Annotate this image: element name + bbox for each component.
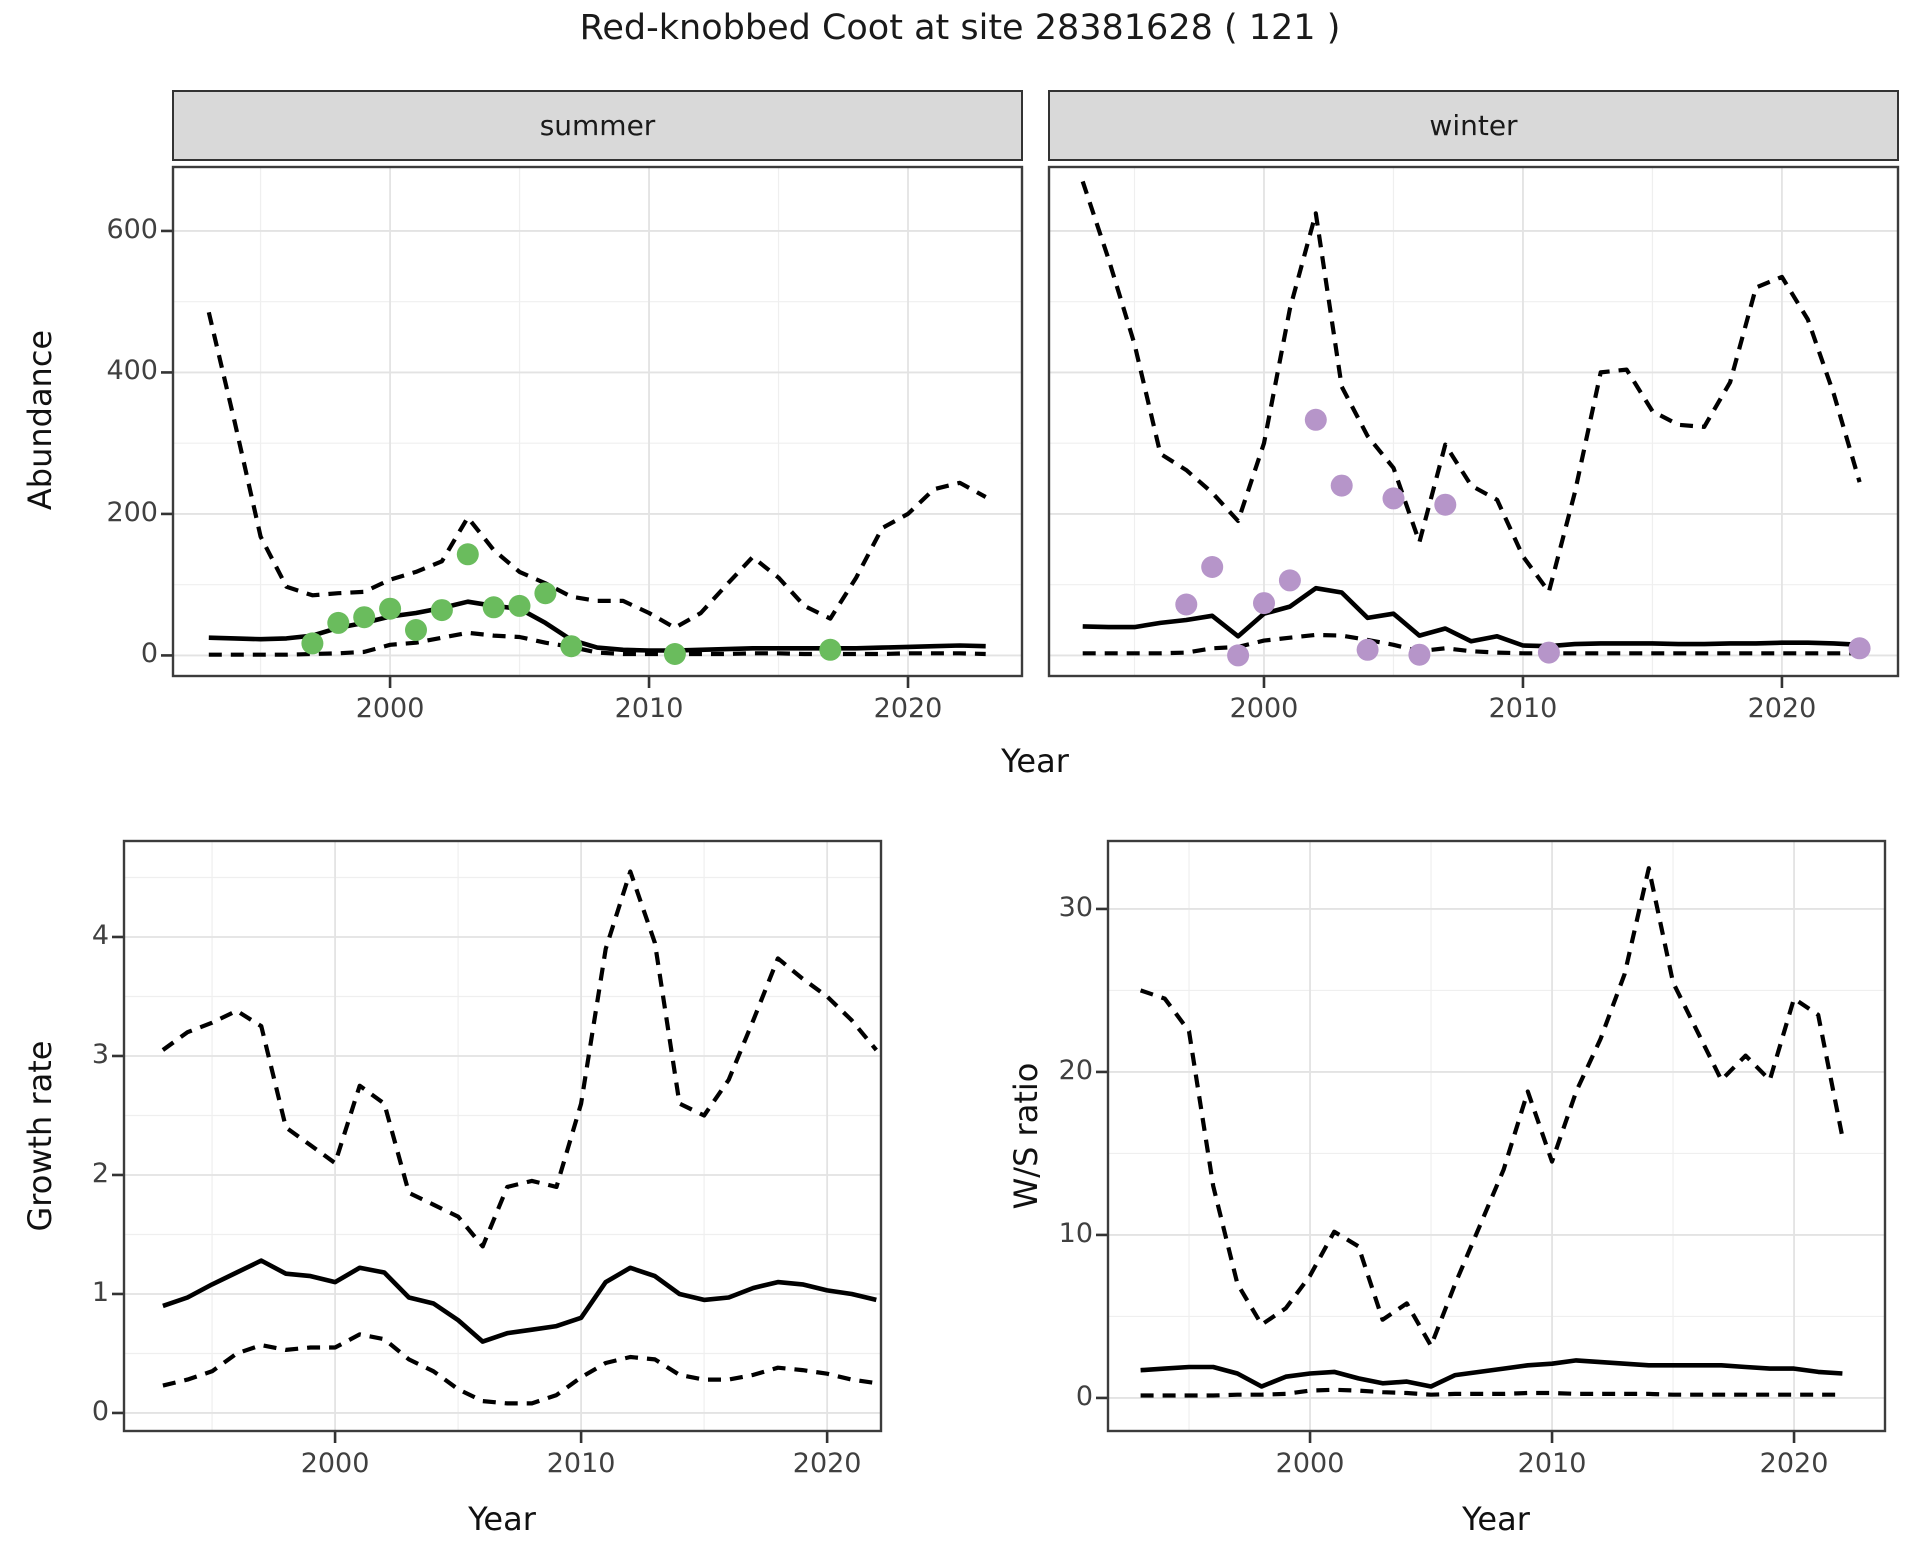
summer-data-point <box>327 611 350 634</box>
summer-data-point <box>663 643 686 665</box>
y-tick-label: 0 <box>91 1395 109 1427</box>
winter-plot <box>1047 165 1900 688</box>
panel-border <box>1106 839 1887 1433</box>
panel-border <box>1047 165 1900 678</box>
x-tick-label: 2000 <box>300 1448 370 1479</box>
winter-data-point <box>1408 643 1431 666</box>
winter-data-point <box>1304 408 1327 431</box>
x-axis-title-year-top: Year <box>1001 742 1069 780</box>
summer-data-point <box>353 606 376 629</box>
y-tick-label: 200 <box>106 496 158 528</box>
facet-label-summer: summer <box>539 109 656 142</box>
x-tick-label: 2020 <box>1747 693 1817 724</box>
summer-data-point <box>405 619 427 641</box>
y-tick-label: 600 <box>106 213 158 245</box>
winter-abundance-panel <box>1047 165 1900 688</box>
summer-data-point <box>301 632 324 655</box>
summer-data-point <box>456 543 479 566</box>
winter-data-point <box>1278 569 1301 592</box>
summer-data-point <box>534 582 557 605</box>
panel-border <box>122 839 883 1433</box>
x-tick-label: 2010 <box>1488 693 1558 724</box>
x-tick-label: 2020 <box>792 1448 862 1479</box>
winter-data-point <box>1175 593 1198 616</box>
y-tick-label: 0 <box>140 638 158 670</box>
growth-lower_ci-line <box>162 1332 877 1406</box>
winter-data-point <box>1537 641 1560 664</box>
winter-upper_ci-line <box>1080 180 1862 594</box>
y-tick-label: 30 <box>1058 891 1093 923</box>
summer-plot <box>161 165 1024 688</box>
x-tick-label: 2000 <box>1275 1448 1345 1479</box>
chart-title: Red-knobbed Coot at site 28381628 ( 121 … <box>579 8 1341 48</box>
winter-data-point <box>1356 638 1379 661</box>
ws-mean-line <box>1140 1358 1843 1389</box>
x-tick-label: 2020 <box>1759 1448 1829 1479</box>
facet-label-winter: winter <box>1429 109 1518 142</box>
winter-lower_ci-line <box>1082 632 1860 656</box>
ws-lower_ci-line <box>1140 1387 1843 1398</box>
x-tick-label: 2000 <box>1229 693 1299 724</box>
winter-data-point <box>1848 637 1871 660</box>
x-axis-title-year-growth: Year <box>468 1500 536 1538</box>
winter-data-point <box>1227 644 1250 667</box>
ws-upper_ci-line <box>1139 866 1845 1348</box>
x-axis-title-year-ws: Year <box>1462 1500 1530 1538</box>
growth-rate-panel <box>112 839 883 1443</box>
panel-border <box>171 165 1024 678</box>
facet-strip-winter: winter <box>1048 90 1899 161</box>
summer-data-point <box>482 596 505 619</box>
summer-data-point <box>819 638 842 661</box>
x-tick-label: 2010 <box>546 1448 616 1479</box>
y-tick-label: 4 <box>91 919 109 951</box>
ws-plot <box>1096 839 1887 1443</box>
x-tick-label: 2010 <box>614 693 684 724</box>
winter-data-point <box>1330 474 1353 497</box>
winter-data-point <box>1201 556 1224 578</box>
y-axis-title-growth-rate: Growth rate <box>21 1040 59 1232</box>
y-axis-title-abundance: Abundance <box>21 329 59 511</box>
y-tick-label: 0 <box>1075 1380 1093 1412</box>
growth-upper_ci-line <box>161 869 878 1249</box>
summer-abundance-panel <box>161 165 1024 688</box>
y-axis-title-ws-ratio: W/S ratio <box>1007 1062 1045 1210</box>
growth-mean-line <box>162 1258 877 1344</box>
winter-mean-line <box>1082 585 1860 649</box>
winter-data-point <box>1434 493 1457 516</box>
x-tick-label: 2010 <box>1517 1448 1587 1479</box>
ws-ratio-panel <box>1096 839 1887 1443</box>
winter-data-point <box>1253 592 1275 615</box>
summer-data-point <box>560 635 583 658</box>
winter-data-point <box>1382 487 1405 510</box>
summer-data-point <box>379 597 402 620</box>
summer-upper_ci-line <box>206 311 987 630</box>
x-tick-label: 2000 <box>355 693 425 724</box>
growth-plot <box>112 839 883 1443</box>
x-tick-label: 2020 <box>873 693 943 724</box>
y-tick-label: 400 <box>106 355 158 387</box>
summer-data-point <box>508 594 531 617</box>
summer-data-point <box>430 599 453 622</box>
facet-strip-summer: summer <box>172 90 1023 161</box>
